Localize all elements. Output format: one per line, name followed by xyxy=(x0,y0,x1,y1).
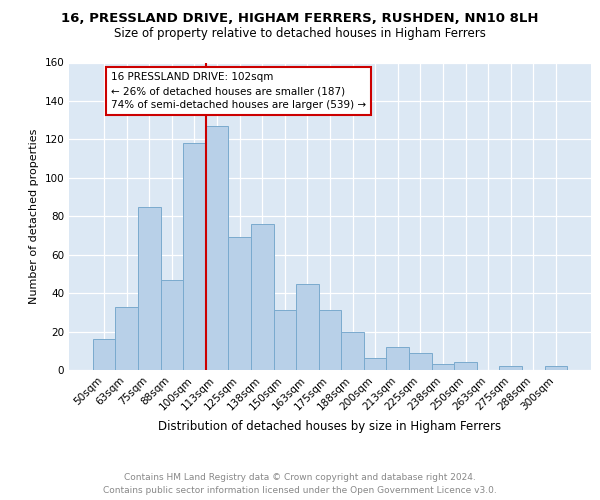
Bar xyxy=(251,224,274,370)
Bar xyxy=(319,310,341,370)
Bar xyxy=(431,364,454,370)
Bar xyxy=(364,358,386,370)
Bar xyxy=(93,339,115,370)
Bar xyxy=(183,143,206,370)
Text: 16 PRESSLAND DRIVE: 102sqm
← 26% of detached houses are smaller (187)
74% of sem: 16 PRESSLAND DRIVE: 102sqm ← 26% of deta… xyxy=(111,72,366,110)
Bar xyxy=(206,126,229,370)
Text: 16, PRESSLAND DRIVE, HIGHAM FERRERS, RUSHDEN, NN10 8LH: 16, PRESSLAND DRIVE, HIGHAM FERRERS, RUS… xyxy=(61,12,539,26)
Bar xyxy=(341,332,364,370)
Bar xyxy=(454,362,477,370)
Bar xyxy=(229,238,251,370)
Y-axis label: Number of detached properties: Number of detached properties xyxy=(29,128,39,304)
Text: Contains HM Land Registry data © Crown copyright and database right 2024.
Contai: Contains HM Land Registry data © Crown c… xyxy=(103,473,497,495)
Bar xyxy=(138,206,161,370)
Text: Size of property relative to detached houses in Higham Ferrers: Size of property relative to detached ho… xyxy=(114,28,486,40)
Bar xyxy=(161,280,183,370)
X-axis label: Distribution of detached houses by size in Higham Ferrers: Distribution of detached houses by size … xyxy=(158,420,502,433)
Bar xyxy=(499,366,522,370)
Bar xyxy=(274,310,296,370)
Bar xyxy=(115,306,138,370)
Bar xyxy=(409,352,431,370)
Bar xyxy=(545,366,567,370)
Bar xyxy=(296,284,319,370)
Bar xyxy=(386,347,409,370)
